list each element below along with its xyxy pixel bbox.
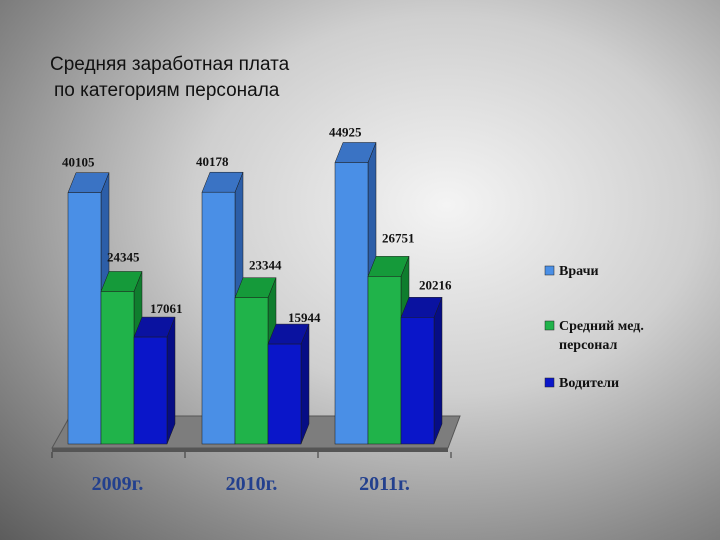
category-label: 2010г.	[226, 473, 278, 495]
data-label: 26751	[382, 230, 415, 245]
bar	[367, 256, 410, 445]
data-label: 40105	[62, 155, 95, 170]
data-label: 15944	[288, 310, 321, 325]
bar-front	[201, 191, 236, 445]
legend-swatch	[544, 265, 555, 276]
category-labels: 2009г. 2010г. 2011г.	[92, 473, 410, 495]
bar-front	[334, 162, 369, 445]
bar-side	[433, 297, 443, 445]
data-label: 20216	[419, 277, 452, 292]
legend-label: Врачи	[559, 264, 599, 279]
legend-swatch	[544, 320, 555, 331]
data-label: 23344	[249, 258, 282, 273]
data-label: 17061	[150, 301, 183, 316]
bar-front	[67, 192, 102, 445]
chart-title: Средняя заработная плата по категориям п…	[50, 52, 380, 104]
legend-item: Средний мед. персонал	[544, 319, 644, 353]
category-label: 2009г.	[92, 473, 144, 495]
data-label: 40178	[196, 154, 229, 169]
chart-title-line-1: Средняя заработная плата	[50, 54, 290, 75]
floor-front	[52, 448, 448, 452]
legend-swatch	[544, 377, 555, 388]
bar-side	[300, 323, 310, 445]
legend: Врачи Средний мед. персонал Водители	[544, 264, 644, 391]
legend-item: Врачи	[544, 264, 599, 279]
bar	[400, 297, 443, 445]
category-label: 2011г.	[359, 473, 410, 495]
bar-front	[133, 336, 168, 445]
bar-front	[400, 317, 435, 445]
data-label: 44925	[329, 124, 362, 139]
chart-title-line-2: по категориям персонала	[54, 80, 280, 101]
bar-side	[166, 316, 176, 445]
bar	[267, 323, 310, 445]
data-label: 24345	[107, 249, 140, 264]
legend-label: Средний мед. персонал	[559, 319, 644, 353]
legend-item: Водители	[544, 376, 619, 391]
bar-front	[267, 343, 302, 445]
value-labels: 40105 24345 17061 40178 23344 15944 44925 26751…	[62, 124, 452, 325]
bar-front	[100, 291, 135, 445]
bars-layer	[67, 142, 443, 445]
legend-label: Водители	[559, 376, 619, 391]
bar	[133, 316, 176, 445]
bar-front	[367, 276, 402, 445]
bar-front	[234, 297, 269, 445]
